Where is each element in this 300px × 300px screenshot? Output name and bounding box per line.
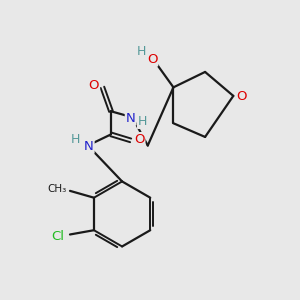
- Text: O: O: [88, 79, 99, 92]
- Text: N: N: [84, 140, 94, 153]
- Text: H: H: [137, 45, 146, 58]
- Text: O: O: [237, 90, 247, 103]
- Text: O: O: [147, 52, 157, 66]
- Text: CH₃: CH₃: [47, 184, 67, 194]
- Text: Cl: Cl: [52, 230, 64, 243]
- Text: H: H: [138, 115, 147, 128]
- Text: N: N: [126, 112, 136, 124]
- Text: O: O: [134, 133, 145, 146]
- Text: H: H: [71, 133, 81, 146]
